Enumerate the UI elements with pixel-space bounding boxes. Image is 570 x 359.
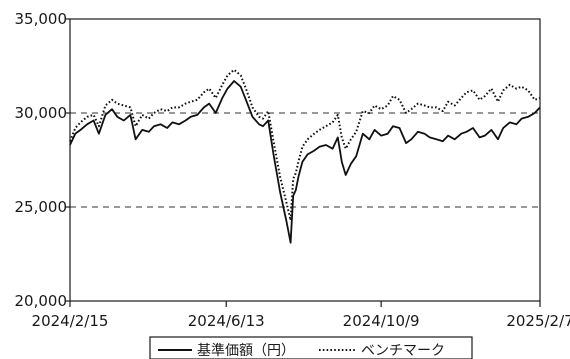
y-tick-label: 20,000 [15, 292, 68, 310]
y-tick-label: 30,000 [15, 104, 68, 122]
benchmark-line [69, 68, 541, 222]
nav-line [69, 80, 541, 244]
legend-label-benchmark: ベンチマーク [361, 343, 445, 359]
legend: 基準価額（円） ベンチマーク [149, 336, 473, 359]
y-tick-label: 25,000 [15, 198, 68, 216]
y-tick-label: 35,000 [15, 10, 68, 28]
x-tick-label: 2024/10/9 [343, 312, 420, 330]
y-axis: 20,000 25,000 30,000 35,000 [15, 10, 70, 310]
reference-lines [70, 112, 540, 208]
legend-box [149, 336, 473, 359]
series-lines [69, 68, 541, 244]
legend-label-nav: 基準価額（円） [197, 342, 295, 359]
plot-frame [69, 18, 541, 302]
x-axis: 2024/2/15 2024/6/13 2024/10/9 2025/2/7 [32, 301, 570, 330]
x-tick-label: 2025/2/7 [506, 312, 570, 330]
x-tick-label: 2024/6/13 [188, 312, 265, 330]
x-tick-label: 2024/2/15 [32, 312, 109, 330]
